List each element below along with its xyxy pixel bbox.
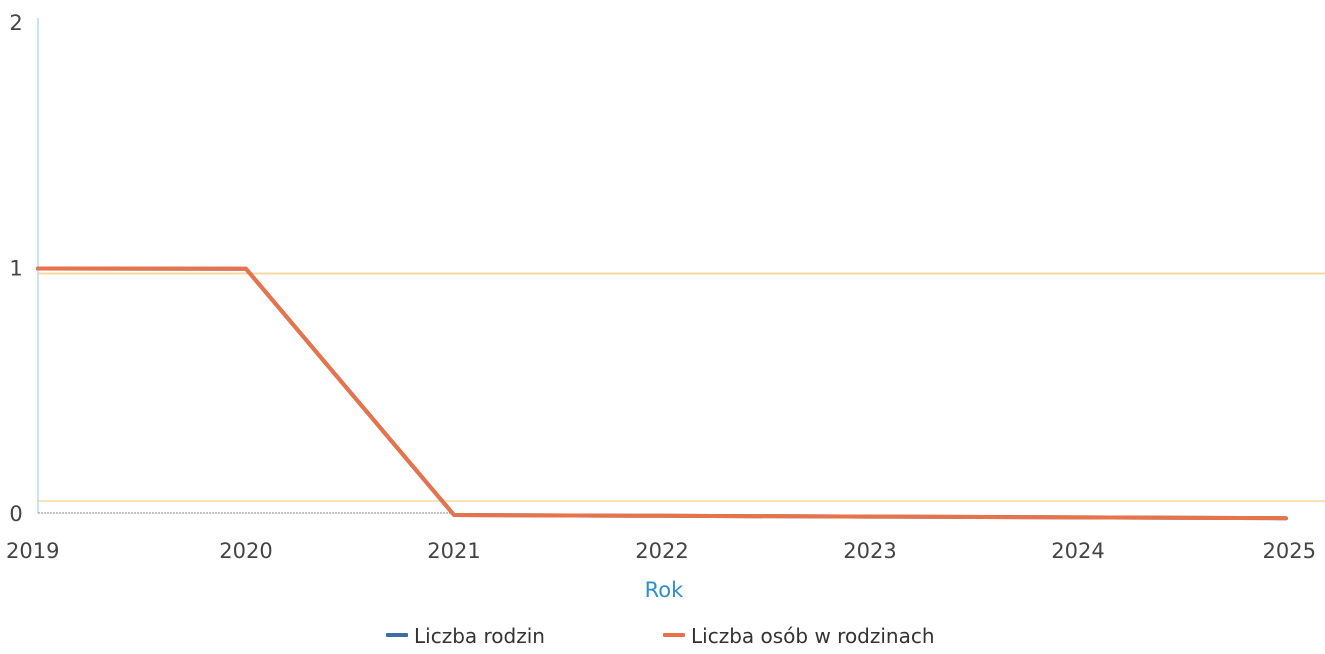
- legend-label-liczba-osob-w-rodzinach: Liczba osób w rodzinach: [691, 624, 935, 648]
- series-line-liczba-rodzin: [36, 266, 1288, 521]
- x-tick-label-2024: 2024: [1051, 539, 1104, 563]
- axes: [37, 18, 454, 514]
- series-line-liczba-osob-w-rodzinach: [36, 266, 1288, 521]
- y-tick-label-2: 2: [9, 11, 22, 35]
- x-tick-label-2019: 2019: [6, 539, 59, 563]
- x-tick-label-2021: 2021: [427, 539, 480, 563]
- y-tick-label-0: 0: [9, 502, 22, 526]
- y-tick-label-1: 1: [9, 257, 22, 281]
- series-lines: [36, 266, 1288, 521]
- legend: Liczba rodzin Liczba osób w rodzinach: [386, 624, 935, 648]
- legend-swatch-liczba-rodzin: [386, 633, 408, 637]
- x-tick-label-2025: 2025: [1263, 539, 1316, 563]
- legend-label-liczba-rodzin: Liczba rodzin: [414, 624, 545, 648]
- x-tick-label-2022: 2022: [635, 539, 688, 563]
- x-tick-label-2023: 2023: [843, 539, 896, 563]
- x-tick-label-2020: 2020: [219, 539, 272, 563]
- x-axis-title: Rok: [645, 578, 684, 602]
- tick-labels: 0 1 2 2019 2020 2021 2022 2023 2024 2025: [6, 11, 1316, 563]
- legend-swatch-liczba-osob-w-rodzinach: [663, 633, 685, 637]
- gridlines: [38, 272, 1325, 502]
